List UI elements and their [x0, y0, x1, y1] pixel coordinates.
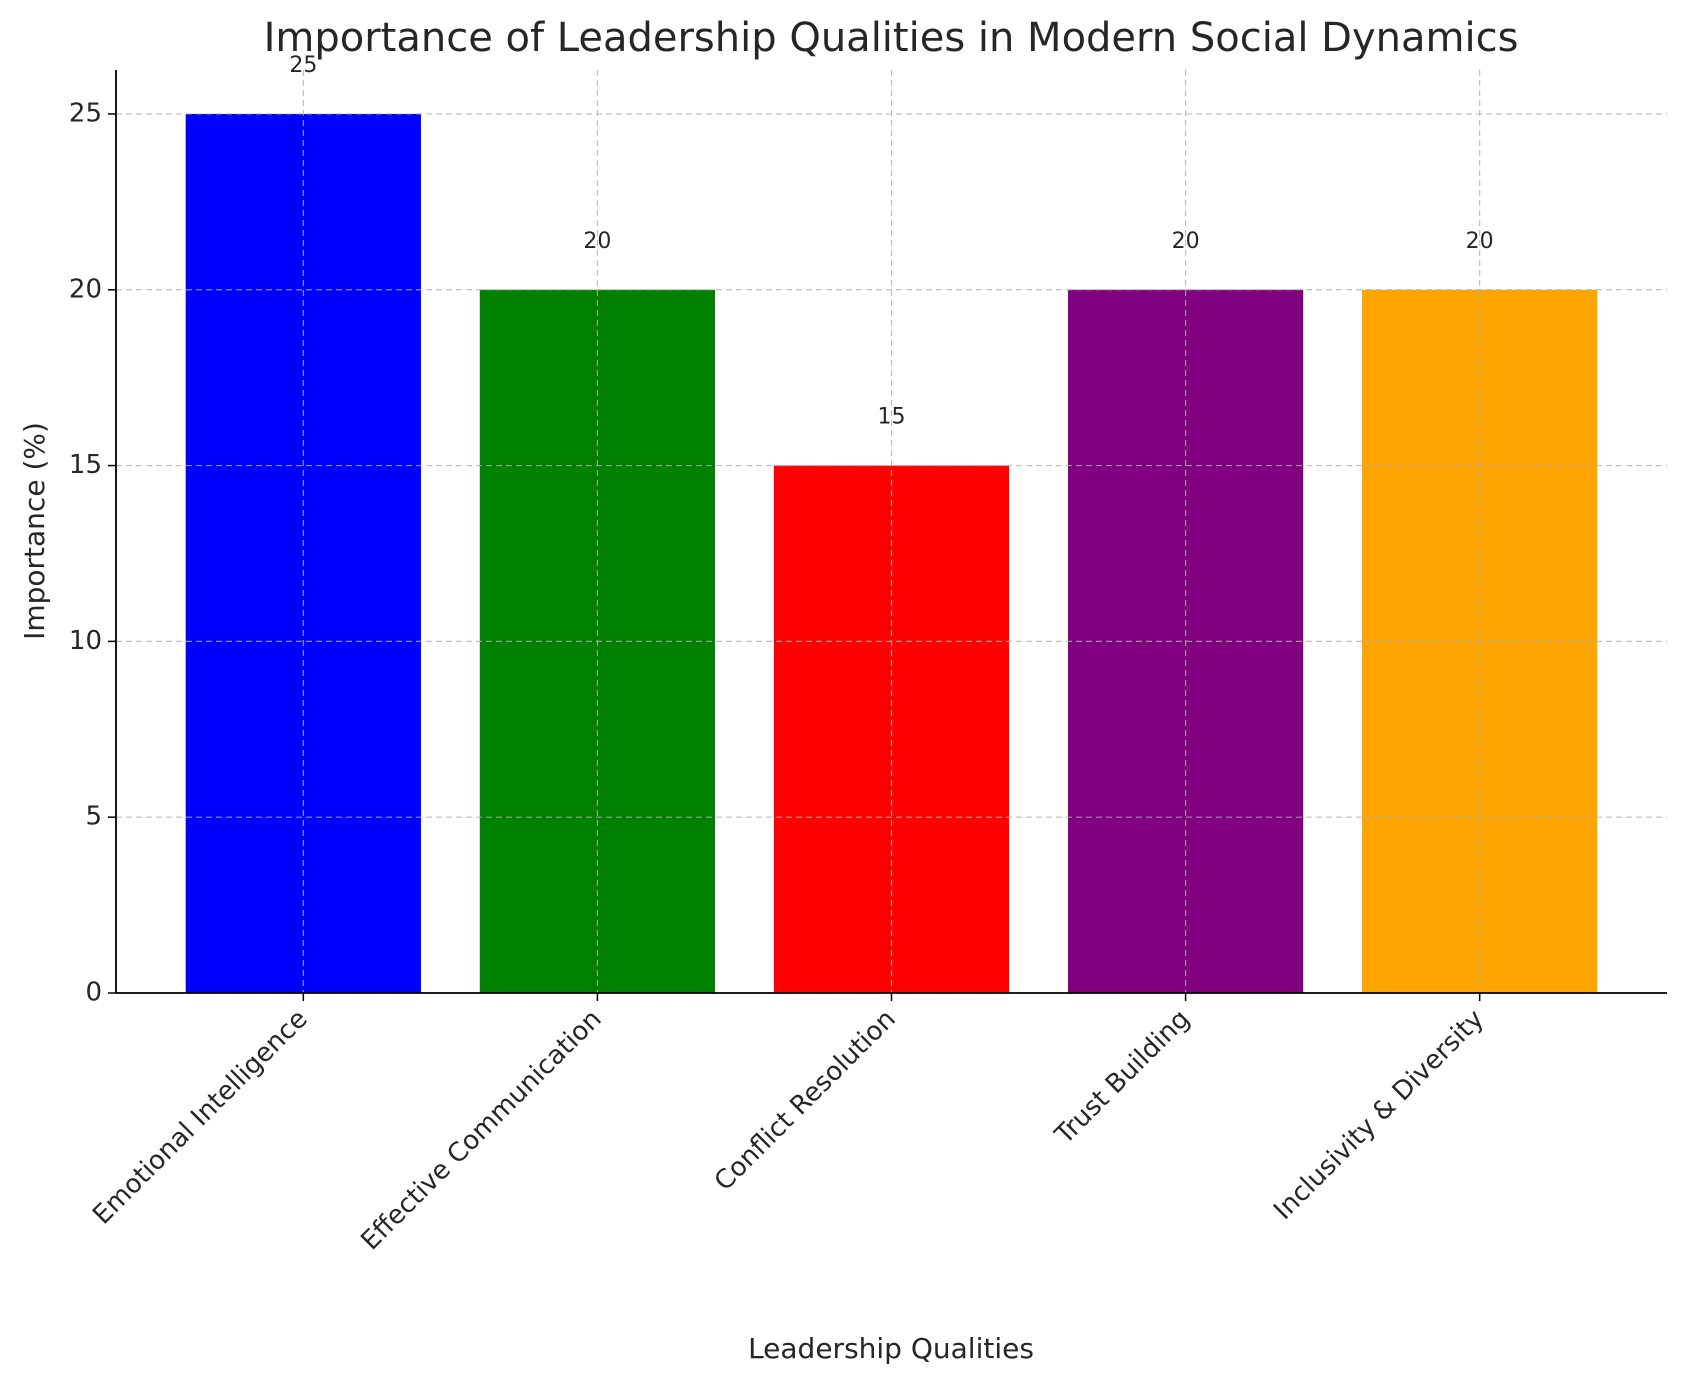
y-tick-label: 25: [69, 98, 102, 128]
x-tick-label: Effective Communication: [355, 1004, 607, 1256]
chart-title: Importance of Leadership Qualities in Mo…: [264, 15, 1519, 61]
y-tick-label: 15: [69, 450, 102, 480]
y-tick-label: 20: [69, 274, 102, 304]
x-tick-label: Conflict Resolution: [709, 1004, 902, 1197]
x-tick-label: Inclusivity & Diversity: [1268, 1004, 1490, 1226]
x-axis-label: Leadership Qualities: [748, 1332, 1034, 1365]
y-tick-label: 0: [85, 978, 102, 1008]
x-tick-label: Emotional Intelligence: [87, 1004, 313, 1230]
y-axis-label: Importance (%): [18, 422, 51, 640]
y-tick-label: 10: [69, 626, 102, 656]
y-tick-label: 5: [85, 802, 102, 832]
x-tick-label: Trust Building: [1049, 1004, 1196, 1151]
